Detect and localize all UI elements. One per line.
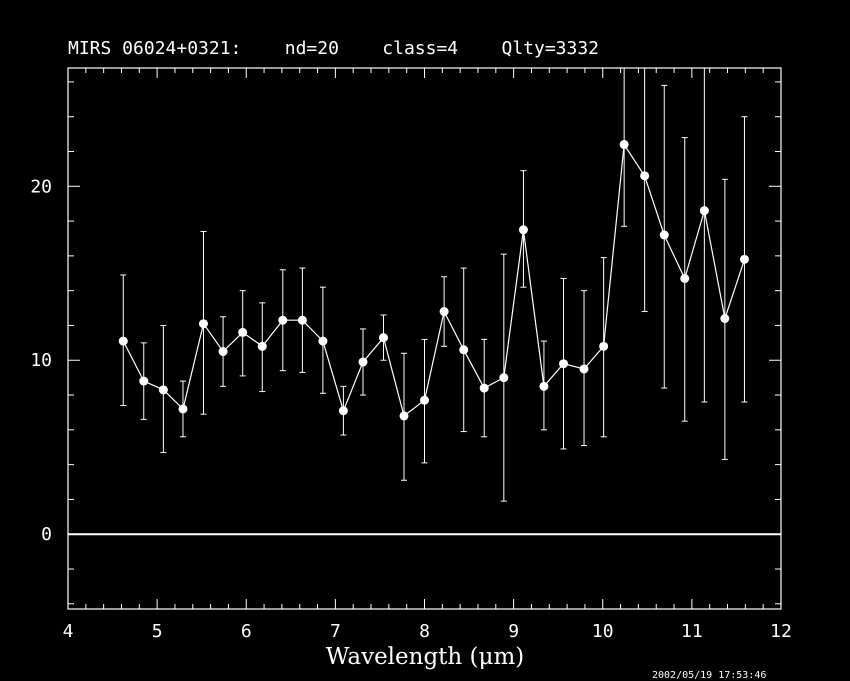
x-tick-label: 6 [241,621,252,642]
y-tick-label: 20 [30,176,52,197]
axis-ticks [67,68,782,609]
x-tick-label: 4 [63,621,74,642]
data-point [158,385,168,395]
x-tick-label: 10 [592,621,614,642]
data-point [139,376,149,386]
data-point [439,307,449,317]
data-point [640,171,650,181]
timestamp: 2002/05/19 17:53:46 [652,670,767,681]
plot-border [67,67,782,610]
data-point [739,254,749,264]
x-tick-label: 12 [770,621,792,642]
data-point [379,333,389,343]
data-point [599,341,609,351]
y-tick-label: 10 [30,350,52,371]
data-point [238,327,248,337]
error-bars [120,67,748,502]
data-point [318,336,328,346]
data-point [420,395,429,405]
data-point [699,206,709,216]
data-point [659,230,669,240]
data-point [399,411,409,421]
data-point [198,319,208,329]
data-point [278,315,288,325]
series-line [122,142,746,417]
data-point [579,364,589,374]
x-tick-label: 11 [681,621,703,642]
data-point [518,225,528,235]
chart-title: MIRS 06024+0321: nd=20 class=4 Qlty=3332 [68,38,600,59]
data-point [218,347,228,357]
data-point [559,359,569,369]
data-point [720,313,730,323]
y-tick-label: 0 [41,524,52,545]
data-point [257,341,267,351]
tick-labels: 4 5 6 7 8 9 10 11 12 0 10 20 [30,176,792,642]
x-tick-label: 7 [330,621,341,642]
data-point [479,383,489,393]
series-polyline [122,142,746,417]
x-tick-label: 9 [508,621,519,642]
data-point [459,345,469,355]
data-point [338,406,348,416]
plot-frame [67,67,782,610]
data-point [539,381,549,391]
data-point [118,336,128,346]
data-points [118,140,749,421]
x-tick-label: 8 [419,621,430,642]
data-point [680,273,690,283]
x-axis-label: Wavelength (μm) [325,644,525,670]
data-point [358,357,368,367]
data-point [499,373,509,383]
data-point [619,140,629,150]
data-point [297,315,307,325]
x-tick-label: 5 [152,621,163,642]
data-point [178,404,188,414]
